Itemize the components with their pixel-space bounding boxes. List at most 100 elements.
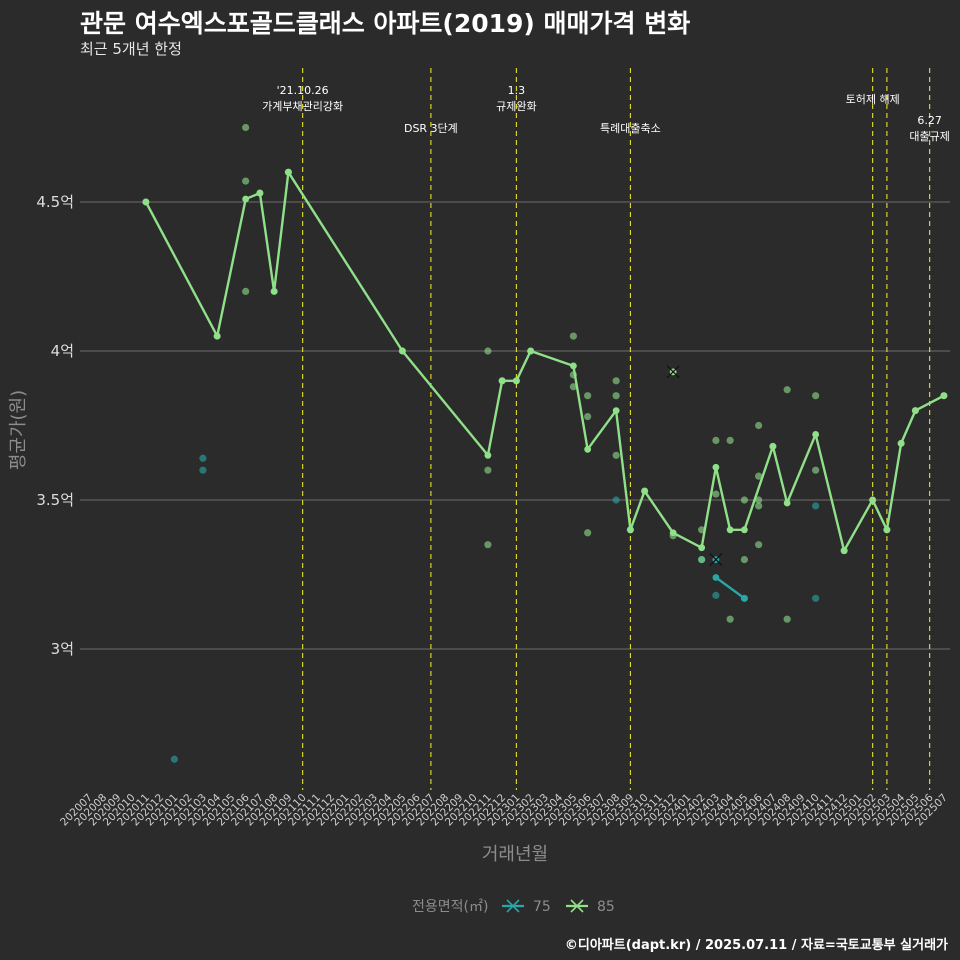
line-point <box>669 529 677 537</box>
data-point <box>612 451 620 459</box>
data-point <box>812 502 820 510</box>
data-point <box>755 472 763 480</box>
line-point <box>783 499 791 507</box>
y-axis-title: 평균가(원) <box>8 390 29 470</box>
data-point <box>612 392 620 400</box>
data-point <box>755 541 763 549</box>
series-line <box>715 576 746 600</box>
line-point <box>570 362 577 370</box>
gridlines <box>80 201 950 650</box>
data-point <box>170 755 178 763</box>
line-point <box>256 189 264 197</box>
data-point <box>726 615 734 623</box>
event-annotation: DSR 3단계 <box>404 122 458 135</box>
data-point <box>199 466 207 474</box>
line-point <box>627 526 634 534</box>
y-tick-label: 3억 <box>51 640 74 658</box>
line-point <box>698 544 706 552</box>
data-point <box>783 615 791 623</box>
legend-item-85: 85 <box>566 899 615 915</box>
data-point <box>612 377 620 385</box>
chart-title: 관문 여수엑스포골드클래스 아파트(2019) 매매가격 변화 <box>80 9 691 38</box>
line-point <box>812 431 820 438</box>
data-point <box>712 490 720 498</box>
data-point <box>569 332 578 340</box>
legend: 전용면적(㎡) 75 85 <box>412 899 615 915</box>
legend-title: 전용면적(㎡) <box>412 899 488 915</box>
data-point <box>755 496 763 504</box>
data-point <box>612 496 620 504</box>
line-point <box>741 594 748 602</box>
y-tick-label: 4.5억 <box>36 193 74 211</box>
series-75 <box>170 454 820 763</box>
highlight-marker <box>666 365 680 379</box>
legend-swatch-cross <box>506 899 520 913</box>
line-point <box>513 377 520 385</box>
line-point <box>712 463 720 471</box>
data-point <box>484 466 492 474</box>
chart-subtitle: 최근 5개년 한정 <box>80 40 182 58</box>
line-point <box>883 526 891 534</box>
line-point <box>726 526 734 534</box>
line-point <box>584 445 592 453</box>
data-point <box>484 541 492 549</box>
event-annotation: 1.3 <box>508 84 526 97</box>
line-point <box>869 496 877 504</box>
legend-label: 85 <box>597 899 615 915</box>
data-point <box>740 556 749 564</box>
legend-label: 75 <box>533 899 551 915</box>
event-annotation: 규제완화 <box>496 100 536 113</box>
data-point <box>712 591 720 599</box>
data-point <box>812 466 820 474</box>
data-point <box>712 436 720 444</box>
data-point <box>812 392 820 400</box>
data-point <box>812 594 820 602</box>
line-point <box>769 442 777 450</box>
data-point <box>755 421 763 430</box>
event-annotation: 6.27 <box>917 114 942 127</box>
line-point <box>285 168 292 176</box>
data-point <box>726 436 734 444</box>
line-point <box>527 347 535 355</box>
data-point <box>783 386 791 394</box>
line-point <box>498 377 506 385</box>
data-point <box>740 496 749 504</box>
line-point <box>142 198 150 206</box>
data-point <box>242 287 250 295</box>
data-point <box>199 454 207 462</box>
data-point <box>242 123 250 132</box>
line-point <box>641 487 649 495</box>
line-point <box>213 332 221 340</box>
line-point <box>940 392 948 400</box>
legend-item-75: 75 <box>502 899 551 915</box>
line-point <box>242 195 250 203</box>
line-point <box>897 439 905 447</box>
line-point <box>270 288 278 295</box>
data-point <box>584 529 592 537</box>
data-point <box>242 177 250 185</box>
highlight-marker <box>709 553 723 567</box>
event-annotation: 가계부채관리강화 <box>262 100 343 113</box>
data-point <box>584 412 592 421</box>
line-point <box>612 407 620 414</box>
line-point <box>741 526 748 534</box>
event-annotation: 대출규제 <box>909 130 949 143</box>
event-annotation: 토허제 해제 <box>846 92 900 106</box>
event-annotation: 특례대출축소 <box>600 122 661 135</box>
y-tick-label: 3.5억 <box>36 491 74 509</box>
data-point <box>698 556 706 564</box>
line-point <box>712 574 720 581</box>
line-point <box>484 451 492 459</box>
y-tick-label: 4억 <box>51 342 74 360</box>
axis-labels: 3억3.5억4억4.5억2020072020082020092020102020… <box>36 193 950 828</box>
x-axis-title: 거래년월 <box>482 844 548 865</box>
data-point <box>484 347 492 355</box>
data-point <box>755 502 763 510</box>
source-caption: ©디아파트(dapt.kr) / 2025.07.11 / 자료=국토교통부 실… <box>564 938 948 953</box>
line-point <box>840 547 848 555</box>
data-point <box>569 383 578 391</box>
series-line <box>144 171 945 552</box>
